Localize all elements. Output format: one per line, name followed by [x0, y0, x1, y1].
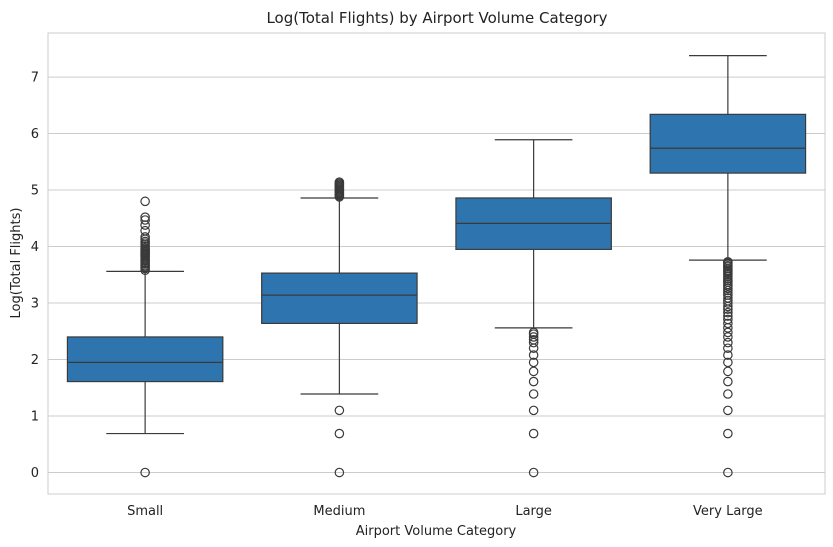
outlier-point: [723, 376, 733, 387]
outlier-point: [723, 337, 733, 348]
y-tick-label: 1: [31, 410, 39, 425]
outlier-point: [528, 350, 539, 360]
outlier-point: [723, 257, 733, 267]
box-group: [455, 139, 612, 478]
outlier-point: [723, 332, 733, 342]
chart-title: Log(Total Flights) by Airport Volume Cat…: [266, 9, 607, 27]
outlier-point: [723, 366, 733, 377]
y-axis-label: Log(Total Flights): [9, 208, 24, 319]
outlier-point: [528, 467, 539, 478]
outlier-point: [528, 334, 539, 345]
box-iqr: [649, 113, 807, 174]
y-axis-ticks: 0 1 2 3 4 5 6 7: [31, 71, 39, 481]
x-tick-label: Medium: [313, 504, 365, 519]
box-group: [649, 54, 807, 478]
outlier-point: [723, 327, 733, 338]
outlier-point: [723, 467, 733, 478]
outlier-point: [723, 307, 733, 318]
outlier-point: [140, 225, 150, 236]
outlier-point: [528, 389, 539, 399]
box-iqr: [261, 272, 418, 324]
x-tick-label: Small: [127, 504, 163, 519]
y-tick-label: 6: [31, 127, 39, 142]
outlier-point: [528, 405, 539, 416]
outlier-point: [528, 428, 539, 439]
x-axis-label: Airport Volume Category: [356, 524, 517, 539]
outlier-point: [723, 318, 733, 329]
y-tick-label: 0: [31, 466, 39, 481]
boxes: [66, 54, 807, 478]
outlier-point: [528, 327, 539, 338]
outlier-point: [723, 314, 733, 325]
box-group: [261, 177, 418, 478]
outlier-point: [334, 177, 345, 187]
box-group: [66, 196, 224, 478]
x-tick-label: Large: [515, 504, 552, 519]
x-axis-ticks: Small Medium Large Very Large: [127, 504, 763, 519]
outlier-point: [334, 405, 345, 416]
outlier-point: [723, 293, 733, 303]
y-tick-label: 3: [31, 297, 39, 312]
outlier-point: [723, 350, 733, 360]
y-tick-label: 4: [31, 240, 39, 255]
outlier-point: [140, 467, 150, 478]
y-tick-label: 5: [31, 184, 39, 199]
outlier-point: [140, 215, 150, 225]
box-iqr: [66, 336, 224, 383]
outlier-point: [723, 405, 733, 416]
outlier-point: [334, 428, 345, 439]
y-tick-label: 2: [31, 353, 39, 368]
y-tick-label: 7: [31, 71, 39, 86]
outlier-point: [723, 428, 733, 439]
x-tick-label: Very Large: [693, 504, 763, 519]
outlier-point: [140, 212, 150, 222]
outlier-point: [528, 366, 539, 377]
outlier-point: [140, 196, 150, 207]
outlier-point: [528, 332, 539, 342]
outlier-point: [528, 376, 539, 387]
outlier-point: [140, 232, 150, 242]
outlier-point: [528, 357, 539, 368]
outlier-point: [723, 389, 733, 399]
outlier-point: [334, 467, 345, 478]
outlier-point: [723, 357, 733, 368]
outlier-point: [723, 311, 733, 321]
outlier-point: [723, 343, 733, 354]
plot-frame: [47, 32, 826, 495]
